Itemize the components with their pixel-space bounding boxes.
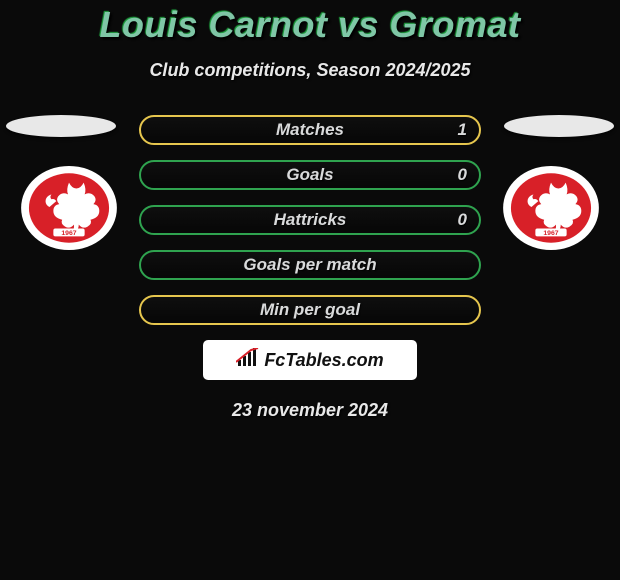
page-title: Louis Carnot vs Gromat — [0, 4, 620, 46]
stat-label: Min per goal — [260, 300, 360, 320]
stat-label: Goals — [286, 165, 333, 185]
club-logo-right: 1967 — [502, 165, 600, 251]
club-logo-left: 1967 — [20, 165, 118, 251]
svg-text:1967: 1967 — [61, 230, 76, 237]
stat-label: Goals per match — [243, 255, 376, 275]
stat-row-goals: Goals 0 — [139, 160, 481, 190]
stat-right-value: 1 — [458, 120, 467, 140]
bar-chart-icon — [236, 348, 260, 373]
stat-right-value: 0 — [458, 210, 467, 230]
comparison-panel: 1967 1967 Matches 1 Goals 0 — [0, 115, 620, 421]
player-slot-left — [6, 115, 116, 137]
stat-row-goals-per-match: Goals per match — [139, 250, 481, 280]
subtitle: Club competitions, Season 2024/2025 — [0, 60, 620, 81]
stat-right-value: 0 — [458, 165, 467, 185]
stat-label: Hattricks — [274, 210, 347, 230]
stat-row-hattricks: Hattricks 0 — [139, 205, 481, 235]
stats-list: Matches 1 Goals 0 Hattricks 0 Goals per … — [139, 115, 481, 325]
stat-label: Matches — [276, 120, 344, 140]
svg-text:1967: 1967 — [543, 230, 558, 237]
brand-text: FcTables.com — [264, 350, 383, 371]
brand-badge[interactable]: FcTables.com — [203, 340, 417, 380]
stat-row-matches: Matches 1 — [139, 115, 481, 145]
player-slot-right — [504, 115, 614, 137]
snapshot-date: 23 november 2024 — [0, 400, 620, 421]
stat-row-min-per-goal: Min per goal — [139, 295, 481, 325]
